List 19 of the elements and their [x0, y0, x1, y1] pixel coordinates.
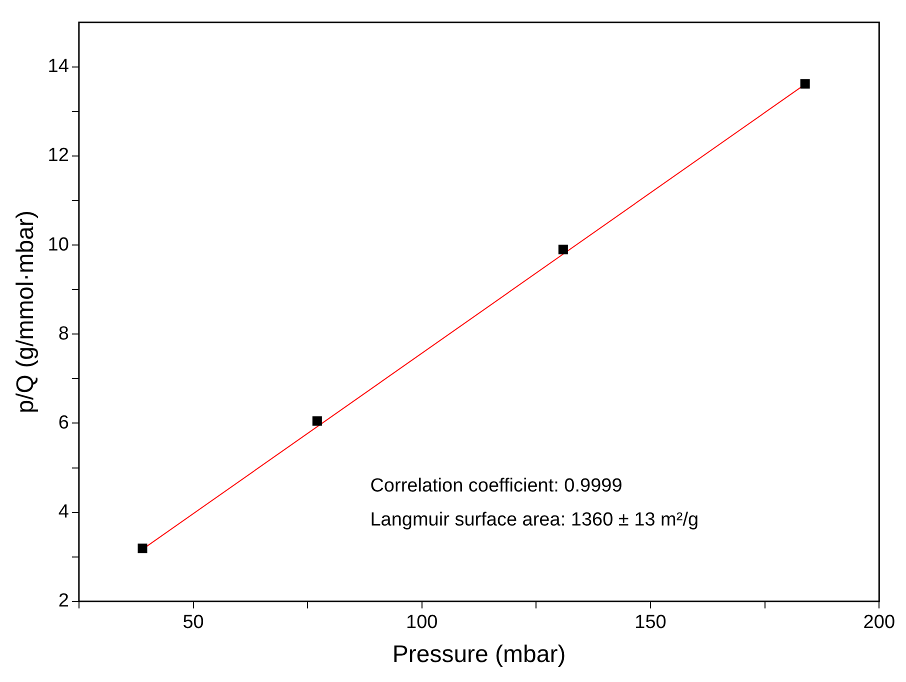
point	[312, 416, 322, 426]
y-tick-label: 2	[58, 590, 69, 612]
y-tick-label: 6	[58, 412, 69, 434]
y-tick-label: 12	[48, 145, 69, 166]
x-axis-title: Pressure (mbar)	[392, 641, 566, 668]
y-tick-label: 14	[48, 56, 70, 78]
point	[800, 79, 810, 89]
y-tick-label: 4	[58, 502, 70, 523]
point	[558, 244, 568, 254]
annotation: Correlation coefficient: 0.9999	[370, 475, 622, 496]
y-axis-title: p/Q (g/mmol·mbar)	[12, 210, 40, 414]
y-tick-label: 10	[48, 234, 69, 256]
x-tick-label: 200	[863, 612, 895, 634]
x-tick-label: 100	[406, 612, 438, 634]
annotation: Langmuir surface area: 1360 ± 13 m²/g	[370, 509, 699, 530]
x-tick-label: 150	[634, 612, 666, 634]
point	[138, 544, 148, 554]
x-tick-label: 50	[182, 612, 204, 634]
y-tick-label: 8	[58, 323, 69, 344]
